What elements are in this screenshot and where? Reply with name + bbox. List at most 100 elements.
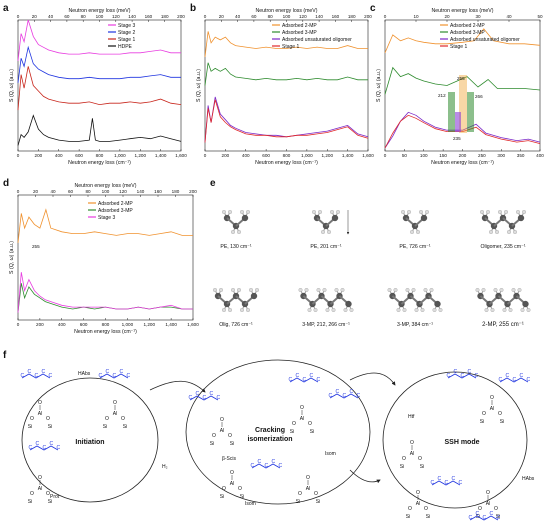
hydrogen-atom xyxy=(526,308,531,312)
x-tick-label: 1,400 xyxy=(165,322,177,327)
plot-frame xyxy=(17,19,182,152)
hydrogen-atom xyxy=(402,308,407,312)
legend-label: Stage 2 xyxy=(118,30,135,36)
hydrogen-atom xyxy=(255,288,259,292)
hydrogen-atom xyxy=(240,210,244,214)
carbon-atom xyxy=(345,300,352,308)
chart-b: 0 200 400 600 800 1,000 1,200 1,400 1,600 0 20 40 60… xyxy=(196,8,374,166)
x2-tick-label: 20 xyxy=(32,14,38,19)
series-line-0 xyxy=(204,31,368,58)
x2-tick-label: 50 xyxy=(537,14,543,19)
zeolite-site-2: Al O O Si Si O xyxy=(103,400,127,430)
carbon-label: C xyxy=(296,373,300,379)
carbon-label: C xyxy=(57,445,61,451)
carbon-label: C xyxy=(336,389,340,395)
hydrogen-atom xyxy=(219,288,223,292)
o-atom: O xyxy=(410,440,414,446)
carbon-label: C xyxy=(513,377,517,383)
hydrogen-atom xyxy=(438,308,443,312)
x-tick-label: 1,600 xyxy=(362,153,374,158)
carbon-label: C xyxy=(113,373,117,379)
si-atom: Si xyxy=(400,464,404,470)
hydrogen-atom xyxy=(237,230,241,234)
hydrogen-atom xyxy=(334,288,339,292)
legend-label: Adsorbed 3-MP xyxy=(450,30,485,36)
x-tick-label: 1,400 xyxy=(342,153,354,158)
x-tick-label: 50 xyxy=(402,153,408,158)
x-tick-label: 200 xyxy=(222,153,230,158)
carbon-label: C xyxy=(210,391,214,397)
carbon-label: C xyxy=(36,441,40,447)
o-atom: O xyxy=(38,475,42,481)
step-prot: Prot xyxy=(50,494,60,500)
x2-tick-label: 180 xyxy=(172,189,180,194)
hydrogen-atom xyxy=(246,210,250,214)
hydrogen-atom xyxy=(520,308,525,312)
carbon-label: C xyxy=(189,395,193,401)
mol-label-1: PE, 130 cm⁻¹ xyxy=(220,244,252,250)
series-line-0 xyxy=(17,208,193,243)
carbon-atom xyxy=(241,214,249,222)
molecule-5 xyxy=(213,288,259,312)
x-tick-label: 1,600 xyxy=(175,153,187,158)
ssh-cycle xyxy=(382,371,528,509)
mol-label-6: 3-MP, 212, 266 cm⁻¹ xyxy=(302,322,350,328)
x2-tick-label: 160 xyxy=(154,189,162,194)
legend-label: Adsorbed unsaturated oligomer xyxy=(450,37,520,43)
carbon-label: C xyxy=(483,515,487,521)
x2-tick-label: 160 xyxy=(145,14,153,19)
annot-212: 212 xyxy=(438,93,446,98)
molecule-2 xyxy=(312,210,350,235)
o-atom: O xyxy=(308,421,312,427)
hydrogen-atom xyxy=(493,288,498,292)
zeolite-site-8: Al O O Si Si O xyxy=(480,395,504,425)
annot-255: 255 xyxy=(457,76,465,81)
x-tick-label: 350 xyxy=(517,153,525,158)
legend-label: Adsorbed unsaturated oligomer xyxy=(282,37,352,43)
zeolite-site-11: Al O O Si Si O xyxy=(28,475,52,505)
mol-label-7: 3-MP, 384 cm⁻¹ xyxy=(397,322,433,328)
series-line-3 xyxy=(17,114,182,146)
carbon-label: C xyxy=(289,377,293,383)
x-tick-label: 400 xyxy=(242,153,250,158)
panel-f-mechanism: Initiation Cracking isomerization SSH mo… xyxy=(21,359,535,521)
legend-label: Adsorbed 3-MP xyxy=(282,30,317,36)
x-tick-label: 1,200 xyxy=(135,153,147,158)
hydrogen-atom xyxy=(249,288,253,292)
carbon-label: C xyxy=(506,373,510,379)
x2-tick-label: 30 xyxy=(475,14,481,19)
chain-bond xyxy=(189,395,219,401)
x-tick-label: 0 xyxy=(204,153,207,158)
carbon-atom xyxy=(522,300,529,308)
hydrogen-atom xyxy=(343,308,348,312)
series-line-0 xyxy=(17,19,181,61)
x-tick-label: 0 xyxy=(17,153,20,158)
carbon-label: C xyxy=(350,389,354,395)
hydrogen-atom xyxy=(396,308,401,312)
annot-266: 266 xyxy=(475,94,483,99)
o-atom: O xyxy=(300,405,304,411)
chart-d: 0 200 400 600 800 1,000 1,200 1,400 1,600 0 20 40 60… xyxy=(9,183,199,335)
panel-label-c: c xyxy=(370,3,376,14)
carbon-atom xyxy=(331,214,339,222)
hydrogen-atom xyxy=(321,230,325,234)
hydrogen-atom xyxy=(486,210,490,214)
carbon-label: C xyxy=(203,395,207,401)
title-initiation: Initiation xyxy=(75,439,104,446)
series-line-0 xyxy=(384,28,541,53)
hydrogen-atom xyxy=(475,288,480,292)
carbon-label: C xyxy=(196,391,200,397)
mol-label-4: Oligomer, 235 cm⁻¹ xyxy=(480,244,525,250)
chain-bond xyxy=(21,373,51,379)
zeolite-site-3: Al O O Si Si O xyxy=(210,417,234,447)
carbon-label: C xyxy=(50,441,54,447)
si-atom: Si xyxy=(496,514,500,520)
carbon-label: C xyxy=(452,476,456,482)
band-235 xyxy=(455,112,461,132)
legend-label: HDPE xyxy=(118,44,133,50)
x2-axis-label: Neutron energy loss (meV) xyxy=(75,183,137,189)
o-atom: O xyxy=(230,470,234,476)
